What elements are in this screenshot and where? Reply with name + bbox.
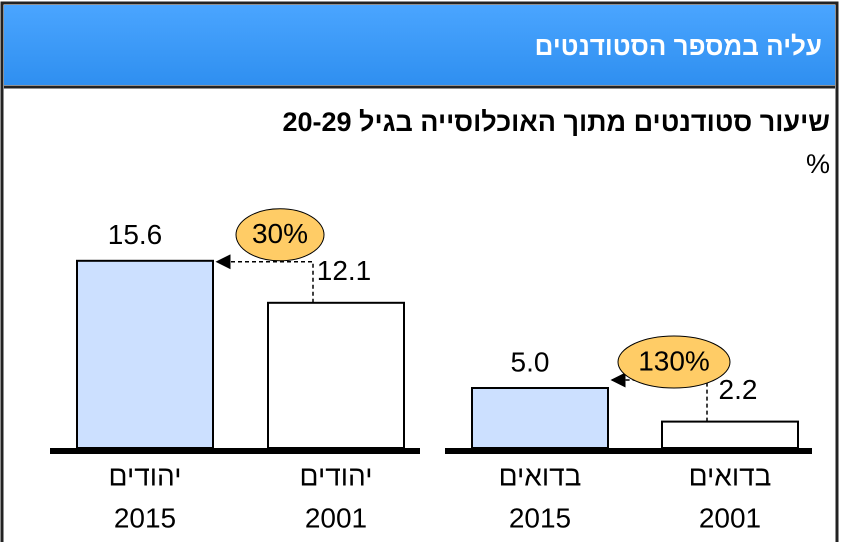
y-axis-label: % bbox=[806, 149, 830, 179]
value-label: 12.1 bbox=[317, 255, 372, 286]
x-tick-label: יהודים bbox=[300, 460, 373, 491]
chart-title: שיעור סטודנטים מתוך האוכלוסייה בגיל 20-2… bbox=[282, 107, 830, 137]
change-label: 130% bbox=[638, 345, 710, 376]
change-arrow bbox=[215, 254, 314, 303]
change-badge bbox=[617, 335, 731, 389]
header-bar bbox=[4, 5, 835, 85]
x-tick-label: יהודים bbox=[109, 460, 182, 491]
x-tick-label: בדואים bbox=[499, 460, 582, 491]
bar bbox=[76, 259, 214, 449]
header-title: עליה במספר הסטודנטים bbox=[535, 31, 822, 61]
value-label: 15.6 bbox=[108, 219, 163, 250]
x-tick-label: 2001 bbox=[305, 502, 367, 533]
bar bbox=[661, 420, 799, 450]
change-badge bbox=[235, 208, 325, 262]
bar bbox=[267, 301, 405, 449]
value-label: 5.0 bbox=[511, 346, 550, 377]
x-tick-label: בדואים bbox=[689, 460, 772, 491]
x-tick-label: 2001 bbox=[699, 502, 761, 533]
change-label: 30% bbox=[252, 218, 308, 249]
value-label: 2.2 bbox=[719, 374, 758, 405]
bar bbox=[471, 387, 609, 449]
x-tick-label: 2015 bbox=[509, 502, 571, 533]
x-tick-label: 2015 bbox=[114, 502, 176, 533]
